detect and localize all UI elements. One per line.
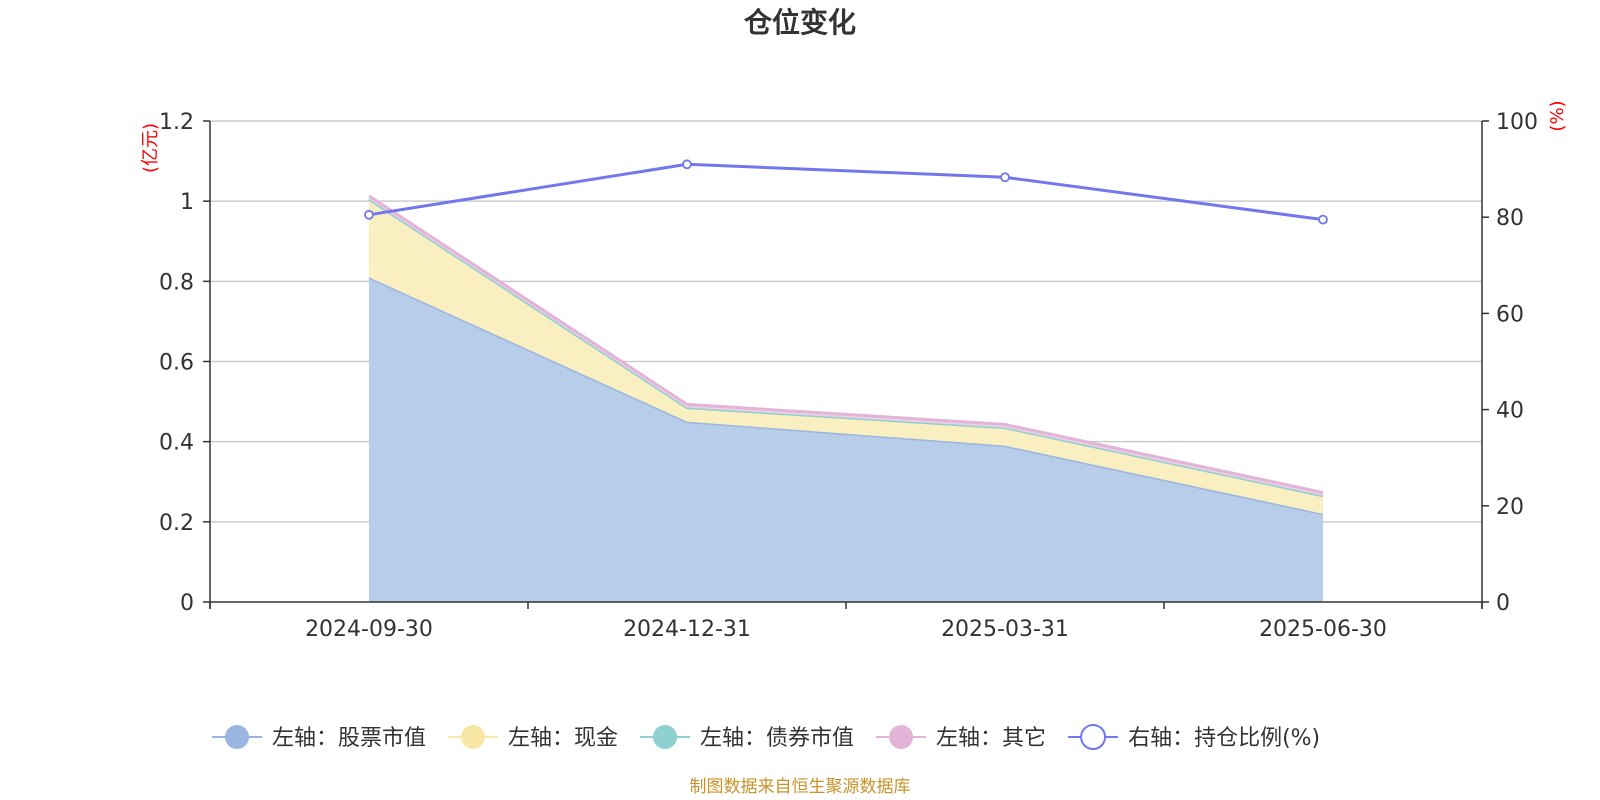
legend-label: 左轴：现金 [508, 726, 618, 751]
ratio-point [682, 159, 692, 170]
ratio-point [1000, 172, 1010, 183]
area-f8e7a4 [369, 199, 1323, 514]
left-tick-label: 0.8 [159, 270, 194, 295]
ratio-point [364, 209, 374, 220]
legend: 左轴：股票市值 左轴：现金 左轴：债券市值 左轴：其它 右轴：持仓比例(%) [212, 724, 1320, 751]
x-tick-label: 2025-06-30 [1259, 617, 1387, 642]
right-tick-label: 20 [1496, 495, 1524, 520]
ratio-line [368, 162, 1324, 222]
legend-label: 左轴：债券市值 [700, 726, 854, 751]
left-tick-label: 0.2 [159, 511, 194, 536]
legend-label: 右轴：持仓比例(%) [1128, 726, 1320, 751]
right-tick-label: 40 [1496, 399, 1524, 424]
left-tick-label: 1 [180, 190, 194, 215]
area-9ab6e0 [369, 277, 1323, 602]
x-tick-label: 2024-12-31 [623, 617, 751, 642]
legend-marker [889, 725, 914, 749]
plot-lines [364, 159, 1328, 225]
right-tick-label: 0 [1496, 591, 1510, 616]
left-tick-label: 0 [180, 591, 194, 616]
legend-marker [653, 725, 678, 749]
x-tick-label: 2025-03-31 [941, 617, 1069, 642]
source-note: 制图数据来自恒生聚源数据库 [690, 777, 911, 797]
left-tick-label: 1.2 [159, 110, 194, 135]
legend-marker [1080, 724, 1107, 750]
chart-title: 仓位变化 [744, 6, 856, 39]
right-tick-label: 100 [1496, 110, 1538, 135]
right-tick-label: 80 [1496, 206, 1524, 231]
left-tick-label: 0.4 [159, 431, 194, 456]
ratio-point [1318, 214, 1328, 225]
legend-marker [461, 725, 486, 749]
x-tick-label: 2024-09-30 [305, 617, 433, 642]
legend-marker [225, 725, 249, 749]
legend-label: 左轴：股票市值 [272, 726, 426, 751]
series-line [368, 194, 1324, 495]
legend-label: 左轴：其它 [936, 726, 1046, 751]
right-tick-label: 60 [1496, 302, 1524, 327]
right-axis-unit: (%) [1547, 100, 1568, 131]
axes: 0 0.2 0.4 0.6 0.8 1 1.2 0 20 40 60 80 100 2024-09-30 2… [159, 110, 1538, 642]
plot-areas [368, 194, 1324, 602]
left-tick-label: 0.6 [159, 351, 194, 376]
left-axis-unit: (亿元) [140, 123, 161, 173]
